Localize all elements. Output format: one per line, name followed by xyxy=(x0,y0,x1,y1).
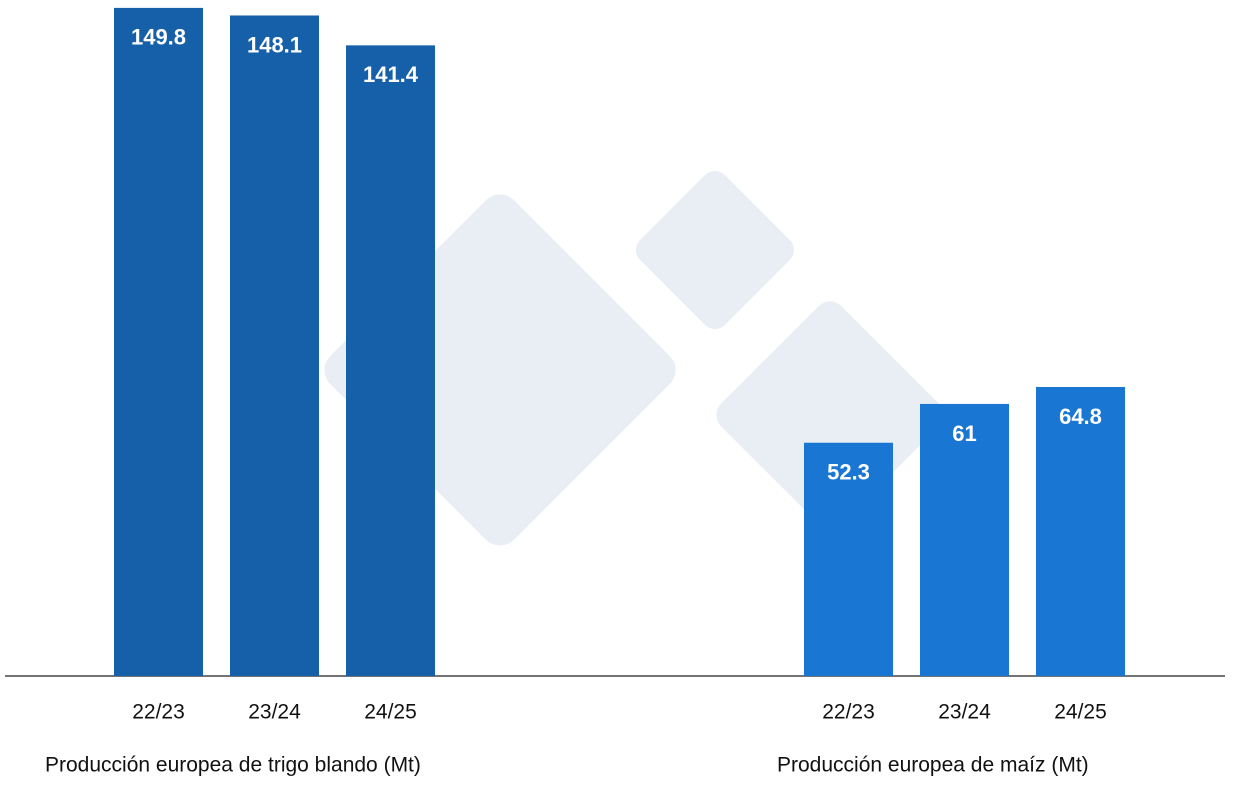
x-tick-label: 24/25 xyxy=(1054,701,1107,724)
value-label: 149.8 xyxy=(131,25,186,50)
value-label: 64.8 xyxy=(1059,404,1102,429)
bar xyxy=(920,403,1009,676)
bar xyxy=(804,442,893,676)
x-tick-label: 23/24 xyxy=(248,701,301,724)
watermark-diamond xyxy=(635,170,795,330)
group-title: Producción europea de trigo blando (Mt) xyxy=(45,754,421,777)
bar xyxy=(114,7,203,676)
group-title: Producción europea de maíz (Mt) xyxy=(777,754,1089,777)
x-tick-label: 24/25 xyxy=(364,701,417,724)
x-tick-label: 22/23 xyxy=(822,701,875,724)
x-tick-label: 22/23 xyxy=(132,701,185,724)
value-label: 61 xyxy=(952,421,976,446)
x-tick-label: 23/24 xyxy=(938,701,991,724)
bar xyxy=(230,15,319,677)
bar xyxy=(1036,386,1125,676)
bar xyxy=(346,45,435,676)
value-label: 141.4 xyxy=(363,62,419,87)
value-label: 52.3 xyxy=(827,460,870,485)
value-label: 148.1 xyxy=(247,32,302,57)
